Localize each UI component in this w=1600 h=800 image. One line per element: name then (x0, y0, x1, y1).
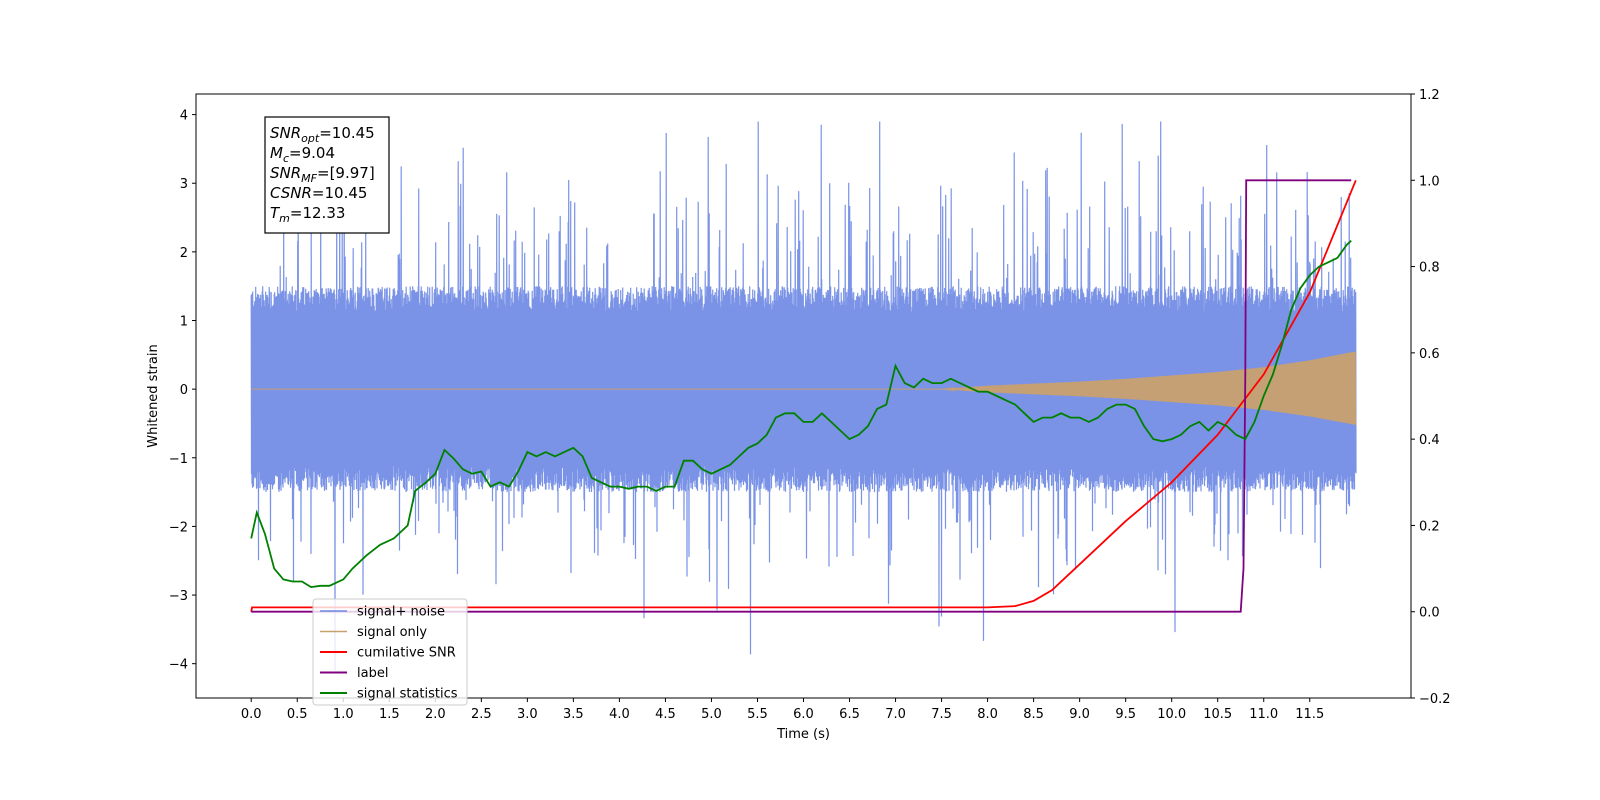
annotation-line: CSNR=10.45 (270, 184, 367, 202)
y-tick-label: 3 (180, 177, 188, 192)
x-tick-label: 4.5 (655, 707, 676, 722)
x-tick-label: 4.0 (609, 707, 630, 722)
annotation-line: SNRopt=10.45 (270, 124, 375, 145)
y2-tick-label: 1.2 (1419, 88, 1440, 103)
x-tick-label: 6.0 (793, 707, 814, 722)
y2-tick-label: 1.0 (1419, 174, 1440, 189)
y-tick-label: −1 (169, 452, 188, 467)
legend-label: signal+ noise (357, 605, 445, 620)
legend-label: label (357, 666, 388, 681)
y-tick-label: 0 (180, 383, 188, 398)
x-tick-label: 2.5 (471, 707, 492, 722)
series-layer (250, 121, 1357, 671)
x-tick-label: 1.0 (333, 707, 354, 722)
x-ticks: 0.0 0.5 1.0 1.5 2.0 2.5 3.0 3.5 4.0 4.5 5.0 5.5 6.0 6… (241, 698, 1324, 722)
x-tick-label: 10.0 (1157, 707, 1186, 722)
legend: signal+ noise signal only cumilative SNR la… (312, 598, 468, 706)
legend-frame (312, 598, 468, 706)
annotation-line: Tm=12.33 (270, 204, 345, 225)
series-line-cumilative-snr (250, 179, 1357, 612)
x-tick-label: 9.0 (1069, 707, 1090, 722)
legend-label: signal only (357, 625, 427, 640)
x-tick-label: 1.5 (379, 707, 400, 722)
x-tick-label: 5.0 (701, 707, 722, 722)
x-tick-label: 9.5 (1115, 707, 1136, 722)
x-tick-label: 7.0 (885, 707, 906, 722)
x-tick-label: 7.5 (931, 707, 952, 722)
x-tick-label: 3.5 (563, 707, 584, 722)
y-axis-label: Whitened strain (146, 344, 161, 447)
y2-tick-label: 0.0 (1419, 606, 1440, 621)
y-tick-label: 2 (180, 246, 188, 261)
parameter-annotation-box: SNRopt=10.45Mc=9.04SNRMF=[9.97]CSNR=10.4… (264, 116, 390, 234)
legend-label: cumilative SNR (357, 646, 456, 661)
y2-tick-label: 0.6 (1419, 347, 1440, 362)
series-line-signal-statistics (250, 240, 1352, 589)
x-tick-label: 6.5 (839, 707, 860, 722)
x-tick-label: 0.5 (287, 707, 308, 722)
annotation-frame (264, 116, 390, 234)
x-tick-label: 8.5 (1023, 707, 1044, 722)
annotation-line: SNRMF=[9.97] (270, 164, 375, 185)
series-line-signal-only (251, 351, 1357, 425)
y2-tick-label: 0.2 (1419, 519, 1440, 534)
y2-tick-label: 0.4 (1419, 433, 1440, 448)
x-tick-label: 10.5 (1203, 707, 1232, 722)
x-tick-label: 0.0 (241, 707, 262, 722)
y2-tick-label: 0.8 (1419, 261, 1440, 276)
y-tick-label: 4 (180, 109, 188, 124)
annotation-line: Mc=9.04 (270, 144, 335, 165)
y-tick-label: −3 (169, 589, 188, 604)
x-tick-label: 3.0 (517, 707, 538, 722)
y-ticks: 4 3 2 1 0 −1 −2 −3 −4 (169, 109, 196, 673)
x-axis-label: Time (s) (776, 727, 830, 742)
legend-label: signal statistics (357, 687, 458, 702)
x-tick-label: 11.5 (1295, 707, 1324, 722)
y2-ticks: 1.2 1.0 0.8 0.6 0.4 0.2 0.0 −0.2 (1411, 88, 1451, 707)
x-tick-label: 5.5 (747, 707, 768, 722)
y-tick-label: 1 (180, 315, 188, 330)
y-tick-label: −2 (169, 520, 188, 535)
y-tick-label: −4 (169, 658, 188, 673)
x-tick-label: 2.0 (425, 707, 446, 722)
x-tick-label: 8.0 (977, 707, 998, 722)
series-line-label (251, 179, 1352, 613)
x-tick-label: 11.0 (1249, 707, 1278, 722)
y2-tick-label: −0.2 (1419, 692, 1451, 707)
